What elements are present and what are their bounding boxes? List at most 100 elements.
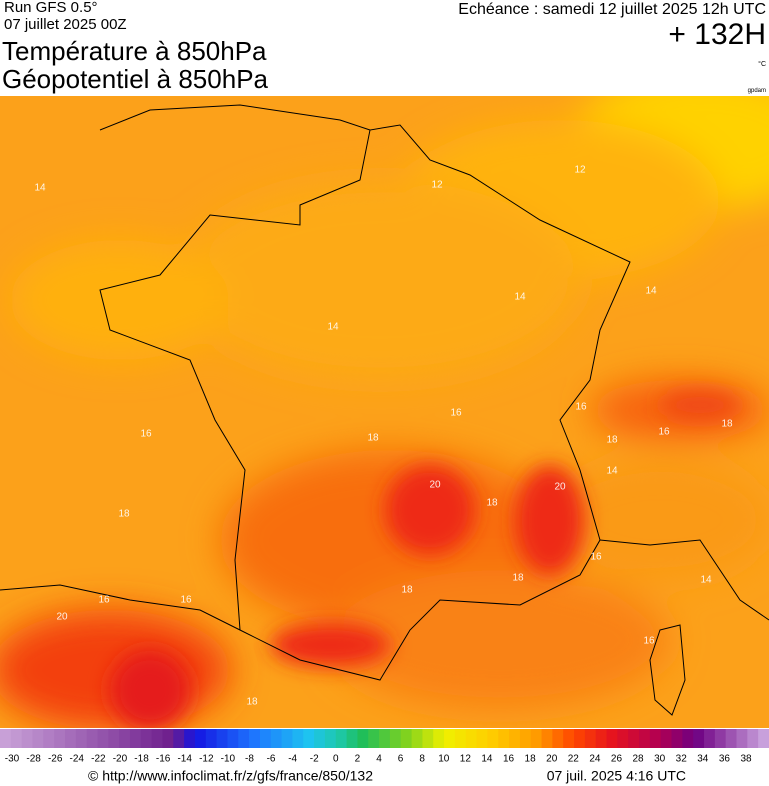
colorbar-tick-label: -4: [288, 754, 297, 765]
colorbar-swatch: [411, 729, 423, 748]
colorbar-swatch: [498, 729, 510, 748]
colorbar-tick-label: -26: [48, 754, 63, 765]
colorbar-tick-label: -10: [221, 754, 236, 765]
colorbar-swatch: [108, 729, 120, 748]
colorbar-swatch: [303, 729, 315, 748]
colorbar-swatch: [75, 729, 88, 748]
run-label: Run GFS 0.5°: [4, 0, 98, 16]
contour-label: 18: [606, 435, 618, 446]
colorbar-tick-label: 12: [460, 754, 472, 765]
colorbar-tick-label: -28: [26, 754, 41, 765]
colorbar-swatch: [671, 729, 683, 748]
colorbar-tick-label: -14: [177, 754, 192, 765]
colorbar-swatch: [32, 729, 44, 748]
colorbar-swatch: [574, 729, 586, 748]
colorbar-tick-label: -8: [245, 754, 254, 765]
colorbar-swatch: [119, 729, 131, 748]
contour-label: 20: [554, 482, 566, 493]
colorbar-swatch: [194, 729, 207, 748]
contour-label: 14: [327, 322, 339, 333]
colorbar-swatch: [725, 729, 738, 748]
unit: °C: [758, 60, 766, 68]
colorbar-swatch: [97, 729, 109, 748]
colorbar-tick-label: 16: [503, 754, 515, 765]
colorbar-tick-label: 10: [438, 754, 450, 765]
contour-label: 18: [401, 585, 413, 596]
colorbar-tick-label: -30: [5, 754, 20, 765]
source: © http://www.infoclimat.fr/z/gfs/france/…: [88, 768, 373, 784]
colorbar-tick-label: 0: [333, 754, 339, 765]
colorbar-swatch: [216, 729, 228, 748]
contour-label: 18: [512, 573, 524, 584]
contour-label: 16: [450, 408, 462, 419]
colorbar-swatch: [0, 729, 12, 748]
colorbar-swatch: [64, 729, 77, 748]
colorbar-swatch: [444, 729, 456, 748]
colorbar-tick-label: -22: [91, 754, 106, 765]
colorbar-tick-label: -12: [199, 754, 214, 765]
colorbar-swatch: [368, 729, 380, 748]
contour-label: 16: [643, 636, 655, 647]
contour-label: 12: [431, 180, 443, 191]
contour-label: 14: [606, 466, 618, 477]
contour-label: 16: [575, 402, 587, 413]
colorbar-swatch: [584, 729, 597, 748]
colorbar-swatch: [649, 729, 662, 748]
colorbar-swatch: [617, 729, 629, 748]
colorbar-swatch: [476, 729, 488, 748]
colorbar-tick-label: -2: [310, 754, 319, 765]
colorbar-swatch: [259, 729, 272, 748]
colorbar-swatch: [563, 729, 575, 748]
contour-labels: 14 12 12 14 14 14 16 16 16 18 18 16 18 20 18 20 14 18 16 18…: [34, 165, 733, 708]
title-temperature: Température à 850hPa: [2, 36, 267, 66]
colorbar-swatch: [660, 729, 673, 748]
france-outline: [99, 124, 631, 681]
colorbar-swatch: [205, 729, 218, 748]
colorbar-swatch: [422, 729, 434, 748]
colorbar-swatch: [249, 729, 261, 748]
colorbar-swatch: [346, 729, 358, 748]
contour-label: 16: [140, 429, 152, 440]
title-geopotential: Géopotentiel à 850hPa: [2, 64, 269, 94]
hot-cores: [110, 390, 740, 728]
echeance: Echéance : samedi 12 juillet 2025 12h UT…: [458, 1, 766, 18]
colorbar-swatch: [43, 729, 55, 748]
colorbar-swatch: [736, 729, 748, 748]
colorbar-tick-label: 26: [611, 754, 623, 765]
contour-label: 18: [118, 509, 130, 520]
colorbar-swatch: [487, 729, 499, 748]
colorbar-swatch: [714, 729, 727, 748]
colorbar-swatch: [530, 729, 543, 748]
coastline: [99, 104, 769, 621]
contour-label: 18: [246, 697, 258, 708]
colorbar-tick-label: 18: [525, 754, 537, 765]
colorbar-swatch: [227, 729, 239, 748]
colorbar-tick-label: 2: [355, 754, 361, 765]
colorbar-swatch: [541, 729, 553, 748]
contour-label: 14: [645, 286, 657, 297]
colorbar-swatch: [314, 729, 326, 748]
colorbar-swatch: [324, 729, 337, 748]
colorbar-swatch: [758, 729, 769, 748]
colorbar-swatch: [433, 729, 445, 748]
colorbar: -30 -28 -26 -24 -22 -20 -18 -16 -14 -12 -10 -8 -6 -4-…: [0, 729, 769, 765]
colorbar-tick-label: 28: [632, 754, 644, 765]
colorbar-tick-label: 30: [654, 754, 666, 765]
colorbar-swatch: [519, 729, 532, 748]
colorbar-tick-label: 34: [697, 754, 709, 765]
colorbar-tick-label: 38: [740, 754, 752, 765]
colorbar-swatch: [86, 729, 98, 748]
colorbar-tick-label: 22: [568, 754, 580, 765]
colorbar-tick-label: 20: [546, 754, 558, 765]
colorbar-swatch: [281, 729, 293, 748]
contour-label: 14: [700, 575, 712, 586]
colorbar-swatch: [129, 729, 142, 748]
colorbar-tick-label: -24: [70, 754, 85, 765]
contour-label: 18: [367, 433, 379, 444]
colorbar-swatch: [693, 729, 705, 748]
colorbar-swatch: [151, 729, 163, 748]
colorbar-tick-label: 14: [481, 754, 493, 765]
colorbar-swatch: [10, 729, 23, 748]
colorbar-swatch: [682, 729, 694, 748]
